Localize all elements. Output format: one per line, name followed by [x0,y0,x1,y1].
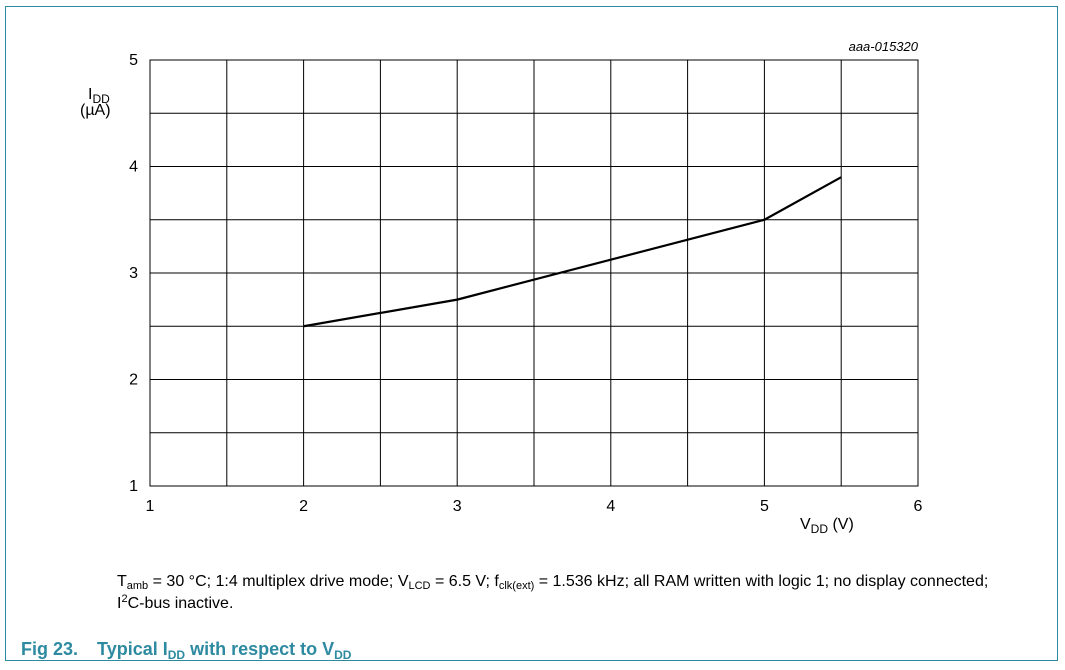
series-line [303,176,842,328]
figure-frame [5,6,1058,661]
x-tick-label: 3 [453,498,462,515]
figure-conditions-note: Tamb = 30 °C; 1:4 multiplex drive mode; … [117,571,997,615]
note-part: C-bus inactive. [127,595,234,612]
figure-title: Typical IDD with respect to VDD [97,639,352,662]
figure-caption: Fig 23. Typical IDD with respect to VDD [21,639,352,662]
note-part: = 1.536 kHz; all RAM written with logic … [117,573,989,612]
y-tick-label: 1 [129,478,138,495]
plot-area-border [149,59,919,487]
x-axis-label: VDD (V) [800,516,854,536]
y-axis-label: IDD [88,86,110,106]
note-part: clk(ext) [498,580,535,592]
figure-id-label: aaa-015320 [849,39,919,54]
note-part: 2 [121,593,128,605]
note-part: LCD [408,580,431,592]
note-part: = 30 °C; 1:4 multiplex drive mode; V [148,573,409,590]
y-tick-label: 5 [129,52,138,69]
x-tick-label: 1 [146,498,155,515]
x-tick-label: 6 [914,498,923,515]
note-part: T [117,573,127,590]
figure-number: Fig 23. [21,639,79,659]
y-axis-unit: (µA) [80,102,111,119]
x-tick-label: 5 [760,498,769,515]
y-tick-label: 2 [129,372,138,389]
note-part: amb [126,580,149,592]
x-tick-label: 4 [606,498,615,515]
y-tick-label: 4 [129,159,138,176]
note-part: = 6.5 V; f [430,573,499,590]
chart: 1 2 3 4 5 6 1 2 3 4 5 IDD(µA) VDD (V) aaa-015320 [80,39,923,536]
x-tick-label: 2 [299,498,308,515]
y-tick-label: 3 [129,265,138,282]
